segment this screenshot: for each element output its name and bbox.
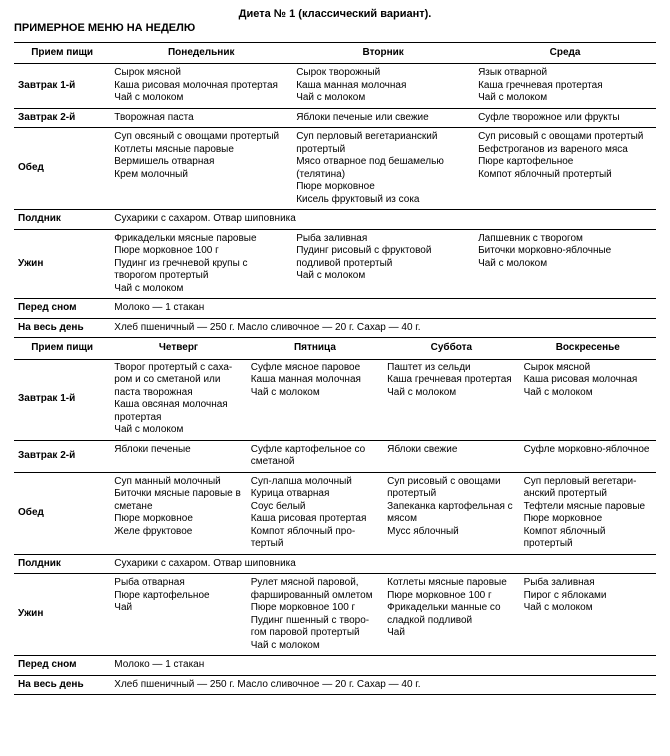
table-header-row: Прием пищи Понедельник Вторник Среда [14, 42, 656, 64]
cell: Суп рисовый с овощами протертыйЗапеканка… [383, 472, 519, 554]
cell: Яблоки печеные [110, 440, 246, 472]
table-header-row-lower: Прием пищи Четверг Пятница Суббота Воскр… [14, 338, 656, 360]
meal-breakfast1: Завтрак 1-й [14, 64, 110, 109]
table-row: Завтрак 2-й Творожная паста Яблоки печен… [14, 108, 656, 128]
cell: Творожная паста [110, 108, 292, 128]
cell: Рулет мясной паровой, фаршированный омле… [247, 574, 383, 656]
cell: Суфле мясное паровоеКаша манная молочная… [247, 359, 383, 441]
cell: Рыба отварнаяПюре картофельноеЧай [110, 574, 246, 656]
table-row: Полдник Сухарики с сахаром. Отвар шиповн… [14, 554, 656, 574]
table-row: Завтрак 1-й Творог протертый с саха­ром … [14, 359, 656, 441]
meal-dinner-l: Ужин [14, 574, 110, 656]
cell: Суп перловый вегетари­анский протертыйТе… [520, 472, 656, 554]
col-wed: Среда [474, 42, 656, 64]
col-meal: Прием пищи [14, 42, 110, 64]
table-row: Завтрак 1-й Сырок мяснойКаша рисовая мол… [14, 64, 656, 109]
cell: Сырок мяснойКаша рисовая молочнаяЧай с м… [520, 359, 656, 441]
menu-table-upper: Прием пищи Понедельник Вторник Среда Зав… [14, 42, 656, 360]
cell-span: Молоко — 1 стакан [110, 299, 656, 319]
meal-lunch-l: Обед [14, 472, 110, 554]
meal-snack: Полдник [14, 210, 110, 230]
table-row: Завтрак 2-й Яблоки печеные Суфле картофе… [14, 440, 656, 472]
table-row: Перед сном Молоко — 1 стакан [14, 299, 656, 319]
meal-snack-l: Полдник [14, 554, 110, 574]
cell: Суп овсяный с овощами про­тертыйКотлеты … [110, 128, 292, 210]
cell-span: Молоко — 1 стакан [110, 656, 656, 676]
cell: Суп-лапша молочныйКурица отварнаяСоус бе… [247, 472, 383, 554]
lower-day-header-table: Четверг Пятница Суббота Воскресенье [110, 338, 656, 359]
table-row: Полдник Сухарики с сахаром. Отвар шиповн… [14, 210, 656, 230]
cell: Суфле морковно-яблоч­ное [520, 440, 656, 472]
table-row: Ужин Фрикадельки мясные паро­выеПюре мор… [14, 229, 656, 299]
cell: Суфле творожное или фрукты [474, 108, 656, 128]
cell: Яблоки печеные или свежие [292, 108, 474, 128]
cell: Фрикадельки мясные паро­выеПюре морковно… [110, 229, 292, 299]
meal-allday-l: На весь день [14, 675, 110, 695]
cell: Сырок творожныйКаша манная молочнаяЧай с… [292, 64, 474, 109]
page: Диета № 1 (классический вариант). ПРИМЕР… [0, 0, 670, 709]
table-row: Обед Суп манный молочныйБиточки мясные п… [14, 472, 656, 554]
meal-breakfast2: Завтрак 2-й [14, 108, 110, 128]
col-tue: Вторник [292, 42, 474, 64]
meal-allday: На весь день [14, 318, 110, 338]
cell: Паштет из сельдиКаша гречневая про­терта… [383, 359, 519, 441]
cell: Язык отварнойКаша гречневая протертаяЧай… [474, 64, 656, 109]
cell: Рыба заливнаяПудинг рисовый с фруктовой … [292, 229, 474, 299]
cell-span: Сухарики с сахаром. Отвар шиповника [110, 210, 656, 230]
table-row: На весь день Хлеб пшеничный — 250 г. Мас… [14, 675, 656, 695]
cell: Суп перловый вегетариан­ский протертыйМя… [292, 128, 474, 210]
meal-breakfast1-l: Завтрак 1-й [14, 359, 110, 441]
col-thu: Четверг [110, 338, 246, 359]
cell-span: Сухарики с сахаром. Отвар шиповника [110, 554, 656, 574]
cell: Яблоки свежие [383, 440, 519, 472]
diet-subtitle: ПРИМЕРНОЕ МЕНЮ НА НЕДЕЛЮ [14, 22, 656, 36]
cell: Лапшевник с творогомБиточки морковно-ябл… [474, 229, 656, 299]
cell-span: Хлеб пшеничный — 250 г. Масло сливочное … [110, 675, 656, 695]
col-sun: Воскресенье [520, 338, 656, 359]
cell: Творог протертый с саха­ром и со сметано… [110, 359, 246, 441]
meal-lunch: Обед [14, 128, 110, 210]
table-row: Ужин Рыба отварнаяПюре картофельноеЧай Р… [14, 574, 656, 656]
meal-bedtime: Перед сном [14, 299, 110, 319]
col-mon: Понедельник [110, 42, 292, 64]
cell: Суп рисовый с овощами про­тертыйБефстрог… [474, 128, 656, 210]
meal-dinner: Ужин [14, 229, 110, 299]
col-sat: Суббота [383, 338, 519, 359]
meal-breakfast2-l: Завтрак 2-й [14, 440, 110, 472]
cell: Суфле картофельное со сметаной [247, 440, 383, 472]
table-row: Обед Суп овсяный с овощами про­тертыйКот… [14, 128, 656, 210]
diet-title: Диета № 1 (классический вариант). [14, 8, 656, 22]
cell: Суп манный молочныйБиточки мясные паро­в… [110, 472, 246, 554]
cell-span: Хлеб пшеничный — 250 г. Масло сливочное … [110, 318, 656, 338]
table-row: Перед сном Молоко — 1 стакан [14, 656, 656, 676]
meal-bedtime-l: Перед сном [14, 656, 110, 676]
cell: Котлеты мясные паровыеПюре морковное 100… [383, 574, 519, 656]
col-meal-lower: Прием пищи [14, 338, 110, 360]
table-row: На весь день Хлеб пшеничный — 250 г. Мас… [14, 318, 656, 338]
menu-table-lower: Завтрак 1-й Творог протертый с саха­ром … [14, 359, 656, 696]
cell: Рыба заливнаяПирог с яблокамиЧай с молок… [520, 574, 656, 656]
col-fri: Пятница [247, 338, 383, 359]
cell: Сырок мяснойКаша рисовая молочная про­те… [110, 64, 292, 109]
